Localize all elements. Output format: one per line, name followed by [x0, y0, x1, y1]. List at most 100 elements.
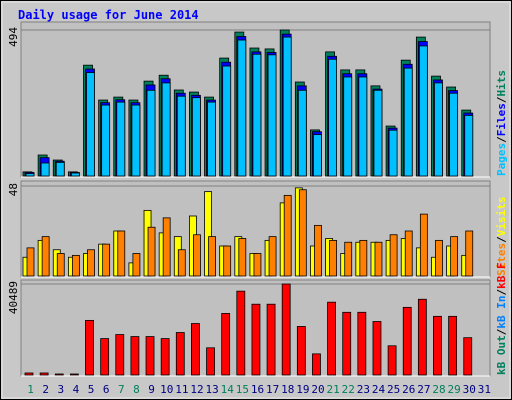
- bar: [402, 306, 412, 376]
- bar: [435, 239, 443, 277]
- bar: [419, 213, 428, 277]
- bar: [266, 303, 276, 376]
- legend: kB Out/kB In/kB F: [495, 262, 508, 375]
- bar: [417, 298, 427, 376]
- bar: [297, 89, 307, 177]
- bar: [418, 45, 428, 177]
- x-tick-label: 20: [311, 383, 324, 396]
- bar: [328, 58, 337, 177]
- bar: [236, 290, 246, 376]
- bar: [101, 104, 111, 177]
- bar: [147, 226, 156, 277]
- bar: [296, 326, 306, 376]
- bar: [191, 323, 200, 376]
- legend-entry: Pages: [495, 143, 508, 176]
- bar: [193, 234, 201, 277]
- legend: Pages/Files/Hits: [495, 70, 508, 176]
- x-tick-label: 9: [148, 383, 155, 396]
- bar: [55, 162, 65, 177]
- bar: [433, 315, 442, 376]
- bar: [222, 65, 232, 177]
- bar: [146, 89, 156, 177]
- bar: [86, 72, 95, 177]
- bar: [70, 172, 80, 177]
- bar: [267, 54, 277, 177]
- chart-title: Daily usage for June 2014: [18, 8, 199, 22]
- bar: [404, 230, 413, 277]
- bar: [161, 82, 171, 177]
- legend-entry: Visits: [495, 197, 508, 237]
- x-tick-label: 16: [251, 383, 264, 396]
- x-tick-label: 21: [327, 383, 340, 396]
- bar: [314, 224, 322, 277]
- x-tick-label: 29: [448, 383, 461, 396]
- bar: [268, 236, 277, 277]
- bar: [71, 254, 80, 277]
- bar: [387, 345, 397, 376]
- legend-entry: kB In: [495, 296, 508, 329]
- bar: [221, 313, 231, 376]
- bar: [130, 336, 140, 376]
- bar: [448, 315, 458, 376]
- x-tick-label: 26: [402, 383, 415, 396]
- x-tick-label: 4: [73, 383, 80, 396]
- y-tick-label: 494: [7, 27, 20, 47]
- x-tick-label: 11: [175, 383, 188, 396]
- legend-separator: /: [495, 289, 508, 296]
- x-tick-label: 15: [236, 383, 249, 396]
- x-tick-label: 2: [42, 383, 49, 396]
- bar: [252, 53, 262, 177]
- x-tick-label: 17: [266, 383, 279, 396]
- x-tick-label: 25: [387, 383, 400, 396]
- x-tick-label: 8: [133, 383, 140, 396]
- bar: [87, 249, 95, 277]
- bar: [115, 334, 125, 376]
- x-tick-label: 3: [58, 383, 65, 396]
- legend-entry: kB Out: [495, 335, 508, 375]
- legend-separator: /: [495, 328, 508, 335]
- x-tick-label: 30: [463, 383, 476, 396]
- bar: [253, 253, 262, 277]
- bar: [344, 241, 353, 277]
- x-tick-label: 5: [88, 383, 95, 396]
- x-tick-label: 18: [281, 383, 294, 396]
- bar: [283, 194, 292, 277]
- bar: [373, 89, 383, 177]
- bar: [26, 247, 35, 277]
- bar: [358, 76, 368, 177]
- legend-entry: Hits: [495, 70, 508, 97]
- bar: [313, 134, 322, 177]
- bar: [54, 373, 64, 376]
- bar: [207, 101, 216, 177]
- bar: [465, 230, 474, 277]
- legend-separator: /: [495, 236, 508, 243]
- bar: [160, 338, 170, 376]
- bar: [206, 347, 215, 376]
- x-tick-label: 31: [478, 383, 491, 396]
- legend-entry: kB F: [495, 262, 508, 289]
- bar: [450, 236, 459, 277]
- legend-separator: /: [495, 136, 508, 143]
- bar: [177, 249, 186, 277]
- bar: [208, 236, 216, 277]
- y-tick-label: 48: [7, 183, 20, 196]
- bar: [204, 191, 212, 277]
- bar: [100, 338, 110, 376]
- bar: [312, 353, 321, 376]
- bar: [372, 321, 382, 376]
- bar: [117, 230, 126, 277]
- bar: [298, 189, 307, 277]
- bar: [329, 239, 337, 277]
- x-tick-label: 10: [160, 383, 173, 396]
- x-tick-label: 6: [103, 383, 110, 396]
- bar: [56, 253, 65, 277]
- bar: [327, 301, 336, 376]
- bar: [281, 283, 291, 376]
- bar: [374, 241, 383, 277]
- x-tick-label: 14: [221, 383, 235, 396]
- bar: [238, 238, 247, 277]
- x-tick-label: 24: [372, 383, 386, 396]
- bar: [357, 311, 367, 376]
